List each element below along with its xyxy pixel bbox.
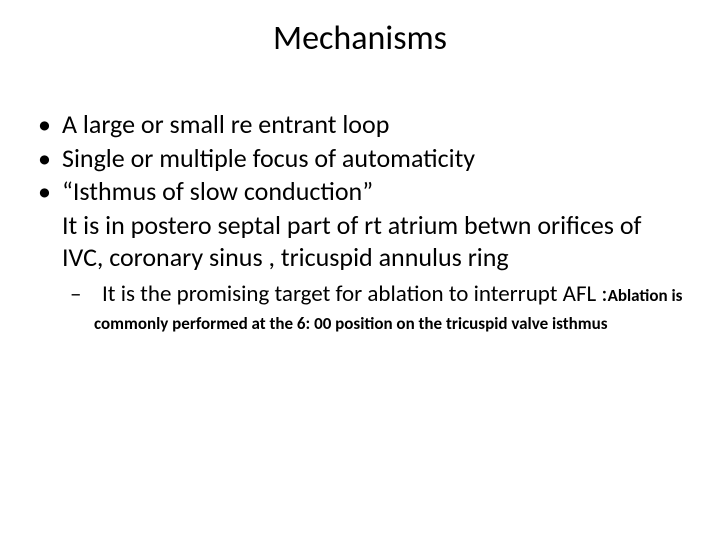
sub-bullet-list: It is the promising target for ablation … [34,280,686,336]
bullet-item: A large or small re entrant loop [34,109,686,141]
slide: Mechanisms A large or small re entrant l… [0,0,720,540]
sub-bullet-main: It is the promising target for ablation … [102,280,608,308]
slide-title: Mechanisms [0,0,720,69]
slide-body: A large or small re entrant loop Single … [0,69,720,336]
continuation-text: It is in postero septal part of rt atriu… [34,210,686,273]
bullet-list: A large or small re entrant loop Single … [34,109,686,208]
bullet-item: Single or multiple focus of automaticity [34,143,686,175]
bullet-item: “Isthmus of slow conduction” [34,176,686,208]
sub-bullet-item: It is the promising target for ablation … [70,280,686,336]
